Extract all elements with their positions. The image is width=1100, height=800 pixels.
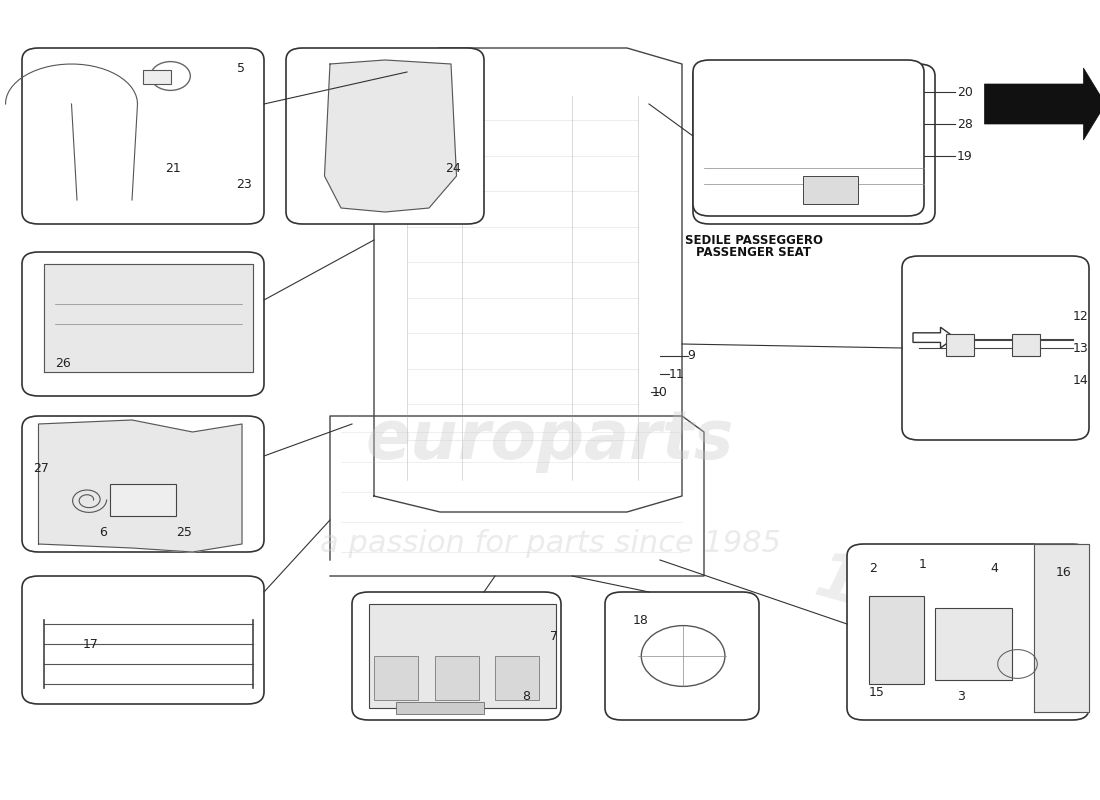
Text: 26: 26 xyxy=(55,358,70,370)
Text: 13: 13 xyxy=(1072,342,1088,354)
Text: 5: 5 xyxy=(236,62,244,74)
FancyBboxPatch shape xyxy=(902,256,1089,440)
FancyBboxPatch shape xyxy=(22,48,264,224)
Text: 11: 11 xyxy=(669,368,684,381)
Text: 17: 17 xyxy=(82,638,98,650)
FancyBboxPatch shape xyxy=(693,64,935,224)
Text: 1: 1 xyxy=(918,558,926,570)
Text: 6: 6 xyxy=(99,526,107,538)
Text: 20: 20 xyxy=(957,86,972,98)
Text: 27: 27 xyxy=(33,462,48,474)
Text: 1985: 1985 xyxy=(808,547,996,653)
Bar xyxy=(935,608,1012,680)
Text: 24: 24 xyxy=(446,162,461,174)
FancyBboxPatch shape xyxy=(605,592,759,720)
FancyBboxPatch shape xyxy=(22,416,264,552)
Text: 14: 14 xyxy=(1072,374,1088,386)
Bar xyxy=(374,656,418,700)
Text: 10: 10 xyxy=(651,386,667,398)
FancyBboxPatch shape xyxy=(352,592,561,720)
Text: 4: 4 xyxy=(990,562,998,574)
FancyBboxPatch shape xyxy=(22,252,264,396)
Polygon shape xyxy=(324,60,456,212)
Text: 12: 12 xyxy=(1072,310,1088,322)
Text: 28: 28 xyxy=(957,118,972,130)
Text: 2: 2 xyxy=(869,562,877,574)
Text: 16: 16 xyxy=(1056,566,1071,578)
Polygon shape xyxy=(913,327,955,348)
Text: 9: 9 xyxy=(688,350,695,362)
Text: a passion for parts since 1985: a passion for parts since 1985 xyxy=(319,530,781,558)
Polygon shape xyxy=(1034,544,1089,712)
FancyBboxPatch shape xyxy=(693,60,924,216)
Text: 19: 19 xyxy=(957,150,972,162)
Bar xyxy=(143,70,170,84)
Bar xyxy=(110,484,176,516)
Text: 7: 7 xyxy=(550,630,558,642)
Text: 23: 23 xyxy=(236,178,252,190)
Polygon shape xyxy=(984,68,1100,140)
Text: europarts: europarts xyxy=(366,407,734,473)
Text: 3: 3 xyxy=(957,690,965,702)
FancyBboxPatch shape xyxy=(286,48,484,224)
Text: 15: 15 xyxy=(869,686,884,698)
Text: 25: 25 xyxy=(176,526,191,538)
Bar xyxy=(495,656,539,700)
Polygon shape xyxy=(39,420,242,552)
Bar xyxy=(803,176,858,204)
Bar xyxy=(946,334,974,356)
Bar xyxy=(434,656,478,700)
Text: 21: 21 xyxy=(165,162,180,174)
FancyBboxPatch shape xyxy=(847,544,1089,720)
FancyBboxPatch shape xyxy=(22,576,264,704)
Bar xyxy=(1012,334,1040,356)
Text: SEDILE PASSEGGERO: SEDILE PASSEGGERO xyxy=(684,234,823,246)
Text: 8: 8 xyxy=(522,690,530,702)
Polygon shape xyxy=(44,264,253,372)
Bar xyxy=(368,604,556,708)
Text: 18: 18 xyxy=(632,614,648,626)
Bar xyxy=(869,596,924,684)
Bar xyxy=(396,702,484,714)
Text: PASSENGER SEAT: PASSENGER SEAT xyxy=(696,246,811,258)
